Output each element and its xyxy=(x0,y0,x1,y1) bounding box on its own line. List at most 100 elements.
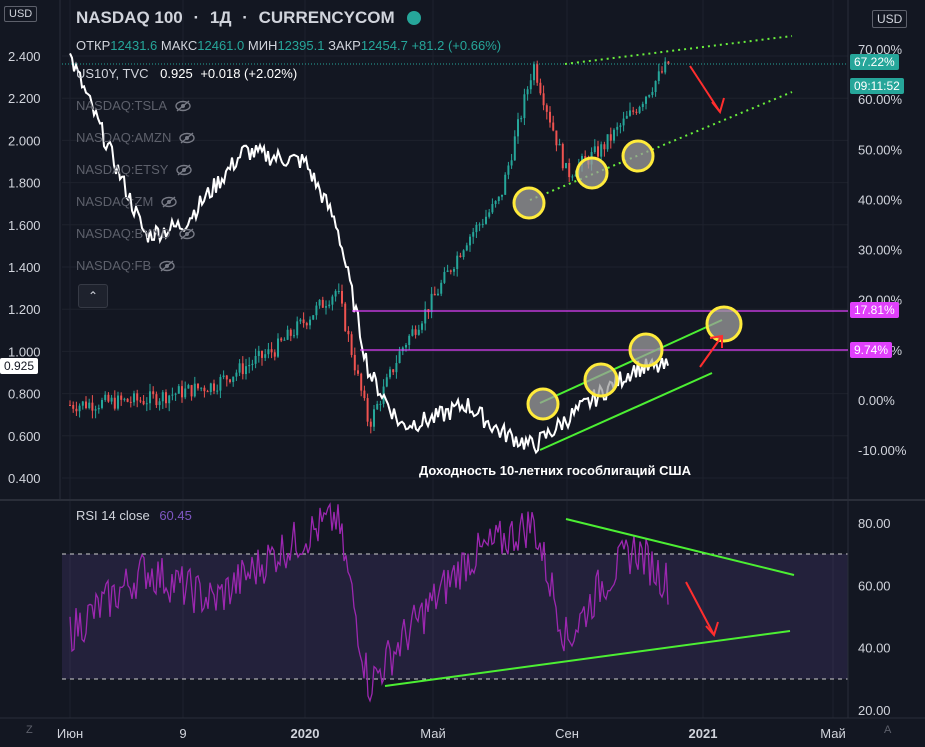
highlight-circle xyxy=(575,156,609,190)
candle-body xyxy=(417,329,420,335)
candle-body xyxy=(488,212,491,217)
candle-body xyxy=(110,397,113,402)
candle-body xyxy=(88,402,91,409)
candle-body xyxy=(315,305,318,316)
candle-body xyxy=(200,387,203,389)
candle-body xyxy=(113,397,116,409)
hidden-eye-icon[interactable] xyxy=(179,132,196,144)
candle-body xyxy=(395,363,398,373)
right-tick-label: 0.00% xyxy=(858,393,895,408)
yield-channel-upper xyxy=(539,319,723,404)
auto-scale-icon[interactable]: A xyxy=(884,724,892,736)
visibility-dot-icon[interactable] xyxy=(407,11,422,25)
rsi-label[interactable]: RSI 14 close xyxy=(76,508,150,523)
candle-body xyxy=(629,110,631,116)
candle-body xyxy=(75,408,78,412)
legend-item-label: NASDAQ:AMZN xyxy=(76,130,172,145)
left-tick-label: 1.600 xyxy=(8,218,41,233)
candle-body xyxy=(238,363,241,373)
candle-body xyxy=(469,236,471,246)
highlight-circle xyxy=(705,305,743,343)
candle-body xyxy=(302,319,305,324)
candle-body xyxy=(619,125,622,127)
candle-body xyxy=(523,94,526,119)
candle-body xyxy=(392,369,395,373)
legend-item-etsy[interactable]: NASDAQ:ETSY xyxy=(76,162,193,177)
hidden-eye-icon[interactable] xyxy=(175,100,191,112)
hidden-eye-icon[interactable] xyxy=(176,164,193,176)
candle-body xyxy=(389,369,391,378)
candle-body xyxy=(232,376,235,383)
candle-body xyxy=(641,103,644,108)
left-tick-label: 1.800 xyxy=(8,176,41,191)
timezone-icon[interactable]: Z xyxy=(26,724,33,736)
candle-body xyxy=(603,144,606,150)
symbol-name[interactable]: NASDAQ 100 xyxy=(76,8,183,27)
left-tick-label: 0.600 xyxy=(8,429,41,444)
candle-body xyxy=(177,386,180,394)
rsi-trendline-lower xyxy=(384,630,791,687)
legend-item-zm[interactable]: NASDAQ:ZM xyxy=(76,194,177,209)
candle-body xyxy=(145,403,148,405)
symbol-title[interactable]: NASDAQ 100 · 1Д · CURRENCYCOM xyxy=(76,8,422,28)
candle-body xyxy=(376,403,379,410)
interval[interactable]: 1Д xyxy=(209,8,232,27)
candle-body xyxy=(241,363,244,375)
legend-item-amzn[interactable]: NASDAQ:AMZN xyxy=(76,130,196,145)
overlay-name[interactable]: US10Y, TVC xyxy=(76,66,149,81)
legend-item-tsla[interactable]: NASDAQ:TSLA xyxy=(76,98,191,113)
highlight-circle xyxy=(512,186,546,220)
time-tick-label: Сен xyxy=(555,726,579,741)
candle-body xyxy=(280,338,283,341)
candle-body xyxy=(504,174,507,195)
rsi-line xyxy=(69,502,669,703)
candle-body xyxy=(520,118,523,120)
candle-body xyxy=(421,323,423,330)
left-currency-label[interactable]: USD xyxy=(4,6,38,22)
candle-body xyxy=(270,349,273,353)
candle-body xyxy=(69,404,71,406)
hidden-eye-icon[interactable] xyxy=(159,260,175,272)
candle-body xyxy=(347,330,350,335)
right-currency-label[interactable]: USD xyxy=(872,10,908,28)
candle-body xyxy=(341,291,343,304)
arrow-head-3 xyxy=(705,621,719,637)
legend-item-bynd[interactable]: NASDAQ:BYND xyxy=(76,226,195,241)
candle-body xyxy=(440,282,443,294)
hidden-eye-icon[interactable] xyxy=(178,228,195,240)
rsi-legend[interactable]: RSI 14 close 60.45 xyxy=(76,508,192,523)
left-axis-ticks: 2.400 2.200 2.000 1.800 1.600 1.400 1.200 1.000… xyxy=(8,49,41,486)
candle-body xyxy=(257,350,260,357)
overlay-legend[interactable]: US10Y, TVC 0.925 +0.018 (+2.02%) xyxy=(76,66,297,81)
candle-body xyxy=(449,270,452,272)
legend-item-fb[interactable]: NASDAQ:FB xyxy=(76,258,175,273)
candle-body xyxy=(165,392,167,404)
hidden-eye-icon[interactable] xyxy=(161,196,177,208)
rsi-tick-label: 40.00 xyxy=(858,641,891,656)
left-tick-label: 1.000 xyxy=(8,344,41,359)
candle-body xyxy=(219,377,222,391)
candle-body xyxy=(453,269,455,272)
rsi-polyline xyxy=(69,502,669,703)
time-tick-label: Май xyxy=(420,726,445,741)
candle-body xyxy=(155,394,158,406)
candle-body xyxy=(625,115,628,119)
highlight-circles xyxy=(512,139,743,421)
candle-body xyxy=(478,224,481,226)
collapse-legend-button[interactable]: ⌃ xyxy=(78,284,108,308)
candle-body xyxy=(139,400,142,402)
candle-body xyxy=(609,134,612,141)
candle-body xyxy=(328,304,331,307)
level-low-badge: 9.74% xyxy=(850,342,893,358)
candle-body xyxy=(366,398,369,422)
overlay-value-badge: 0.925 xyxy=(0,358,39,374)
candle-body xyxy=(462,250,465,258)
time-axis-ticks: Июн 9 2020 Май Сен 2021 Май xyxy=(57,726,846,741)
candle-body xyxy=(510,160,513,166)
left-tick-label: 0.400 xyxy=(8,471,41,486)
candle-body xyxy=(552,122,555,131)
us10y-line xyxy=(69,52,669,455)
right-tick-label: -10.00% xyxy=(858,443,907,458)
